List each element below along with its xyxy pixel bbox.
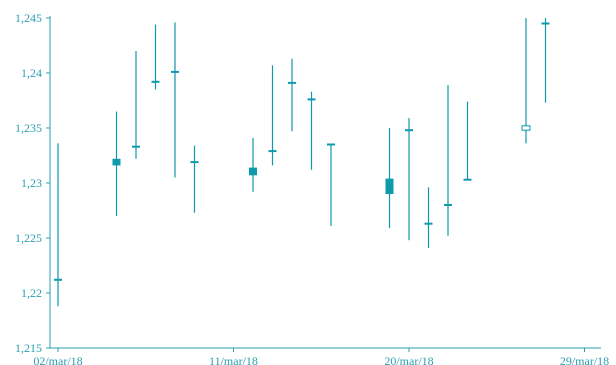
candles xyxy=(54,18,550,307)
candle-body xyxy=(112,158,121,166)
y-axis-ticks: 1,215 1,22 1,225 1,23 1,235 1,24 1,245 xyxy=(15,11,50,355)
candle xyxy=(405,118,413,241)
candle xyxy=(54,143,62,307)
y-tick-label: 1,225 xyxy=(15,231,42,245)
candle-body xyxy=(288,81,296,84)
x-tick-label: 20/mar/18 xyxy=(384,354,433,365)
candle-body xyxy=(249,167,257,176)
candle xyxy=(463,101,472,181)
candle xyxy=(307,91,316,170)
candle-body xyxy=(190,161,199,164)
candle-body xyxy=(151,80,160,83)
candle-body xyxy=(385,178,394,194)
candle-body xyxy=(444,204,452,206)
y-tick-label: 1,245 xyxy=(15,11,42,25)
candle-body xyxy=(307,98,316,101)
candle-body xyxy=(327,143,335,146)
candle-body xyxy=(424,222,433,225)
candle xyxy=(190,145,199,213)
candle xyxy=(268,65,277,166)
candle xyxy=(541,18,550,103)
axes xyxy=(49,16,601,349)
candle-body xyxy=(171,70,179,73)
candle xyxy=(288,58,296,132)
candle xyxy=(327,143,335,226)
candle xyxy=(132,51,140,159)
candle-body xyxy=(463,178,472,181)
x-tick-label: 11/mar/18 xyxy=(209,354,258,365)
y-tick-label: 1,22 xyxy=(21,286,42,300)
candle xyxy=(112,111,121,216)
x-tick-label: 29/mar/18 xyxy=(560,354,609,365)
candle xyxy=(385,128,394,229)
candle-body xyxy=(405,129,413,132)
candle xyxy=(151,24,160,90)
candle-body xyxy=(268,150,277,153)
y-tick-label: 1,23 xyxy=(21,176,42,190)
candle-body xyxy=(54,278,62,281)
x-tick-label: 02/mar/18 xyxy=(33,354,82,365)
candle-body xyxy=(132,145,140,148)
y-tick-label: 1,24 xyxy=(21,66,42,80)
y-tick-label: 1,235 xyxy=(15,121,42,135)
y-tick-label: 1,215 xyxy=(15,341,42,355)
candle xyxy=(424,187,433,248)
candle-body xyxy=(521,125,531,131)
candle-body xyxy=(541,22,550,25)
candle xyxy=(171,22,179,178)
candle xyxy=(249,137,257,192)
candle xyxy=(444,85,452,236)
x-axis-ticks: 02/mar/18 11/mar/18 20/mar/18 29/mar/18 xyxy=(33,348,609,365)
candle xyxy=(521,18,531,144)
